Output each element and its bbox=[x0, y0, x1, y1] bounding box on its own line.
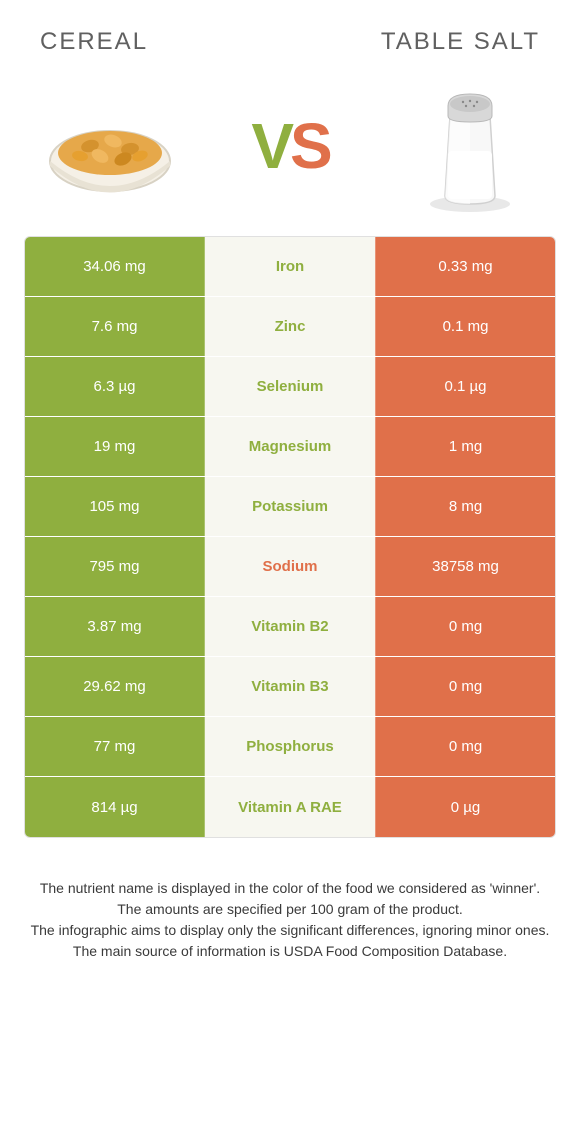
table-row: 6.3 µgSelenium0.1 µg bbox=[25, 357, 555, 417]
table-row: 814 µgVitamin A RAE0 µg bbox=[25, 777, 555, 837]
left-value: 814 µg bbox=[25, 777, 205, 837]
cereal-image bbox=[30, 86, 190, 206]
vs-v: V bbox=[251, 110, 290, 182]
right-value: 0.33 mg bbox=[375, 237, 555, 296]
table-row: 34.06 mgIron0.33 mg bbox=[25, 237, 555, 297]
nutrient-name: Magnesium bbox=[205, 417, 375, 476]
left-value: 29.62 mg bbox=[25, 657, 205, 716]
left-value: 105 mg bbox=[25, 477, 205, 536]
nutrient-name: Vitamin A RAE bbox=[205, 777, 375, 837]
right-value: 0.1 mg bbox=[375, 297, 555, 356]
header: CEREAL TABLE SALT bbox=[0, 0, 580, 66]
left-value: 7.6 mg bbox=[25, 297, 205, 356]
nutrient-name: Sodium bbox=[205, 537, 375, 596]
left-value: 19 mg bbox=[25, 417, 205, 476]
footer-notes: The nutrient name is displayed in the co… bbox=[0, 838, 580, 962]
table-row: 77 mgPhosphorus0 mg bbox=[25, 717, 555, 777]
left-value: 6.3 µg bbox=[25, 357, 205, 416]
footer-line-4: The main source of information is USDA F… bbox=[30, 941, 550, 962]
table-row: 105 mgPotassium8 mg bbox=[25, 477, 555, 537]
footer-line-1: The nutrient name is displayed in the co… bbox=[30, 878, 550, 899]
right-value: 0.1 µg bbox=[375, 357, 555, 416]
footer-line-3: The infographic aims to display only the… bbox=[30, 920, 550, 941]
salt-image bbox=[390, 86, 550, 206]
nutrient-name: Vitamin B2 bbox=[205, 597, 375, 656]
comparison-table: 34.06 mgIron0.33 mg7.6 mgZinc0.1 mg6.3 µ… bbox=[24, 236, 556, 838]
right-value: 0 mg bbox=[375, 597, 555, 656]
right-value: 0 mg bbox=[375, 657, 555, 716]
nutrient-name: Potassium bbox=[205, 477, 375, 536]
right-value: 8 mg bbox=[375, 477, 555, 536]
nutrient-name: Zinc bbox=[205, 297, 375, 356]
table-row: 29.62 mgVitamin B30 mg bbox=[25, 657, 555, 717]
left-value: 795 mg bbox=[25, 537, 205, 596]
left-value: 3.87 mg bbox=[25, 597, 205, 656]
hero-row: VS bbox=[0, 66, 580, 236]
vs-label: VS bbox=[251, 109, 328, 183]
left-value: 77 mg bbox=[25, 717, 205, 776]
footer-line-2: The amounts are specified per 100 gram o… bbox=[30, 899, 550, 920]
right-value: 1 mg bbox=[375, 417, 555, 476]
table-row: 7.6 mgZinc0.1 mg bbox=[25, 297, 555, 357]
left-value: 34.06 mg bbox=[25, 237, 205, 296]
right-food-title: TABLE SALT bbox=[381, 28, 540, 56]
right-value: 0 µg bbox=[375, 777, 555, 837]
right-value: 38758 mg bbox=[375, 537, 555, 596]
nutrient-name: Vitamin B3 bbox=[205, 657, 375, 716]
nutrient-name: Iron bbox=[205, 237, 375, 296]
table-row: 19 mgMagnesium1 mg bbox=[25, 417, 555, 477]
nutrient-name: Phosphorus bbox=[205, 717, 375, 776]
left-food-title: CEREAL bbox=[40, 28, 148, 56]
nutrient-name: Selenium bbox=[205, 357, 375, 416]
vs-s: S bbox=[290, 110, 329, 182]
table-row: 3.87 mgVitamin B20 mg bbox=[25, 597, 555, 657]
table-row: 795 mgSodium38758 mg bbox=[25, 537, 555, 597]
right-value: 0 mg bbox=[375, 717, 555, 776]
